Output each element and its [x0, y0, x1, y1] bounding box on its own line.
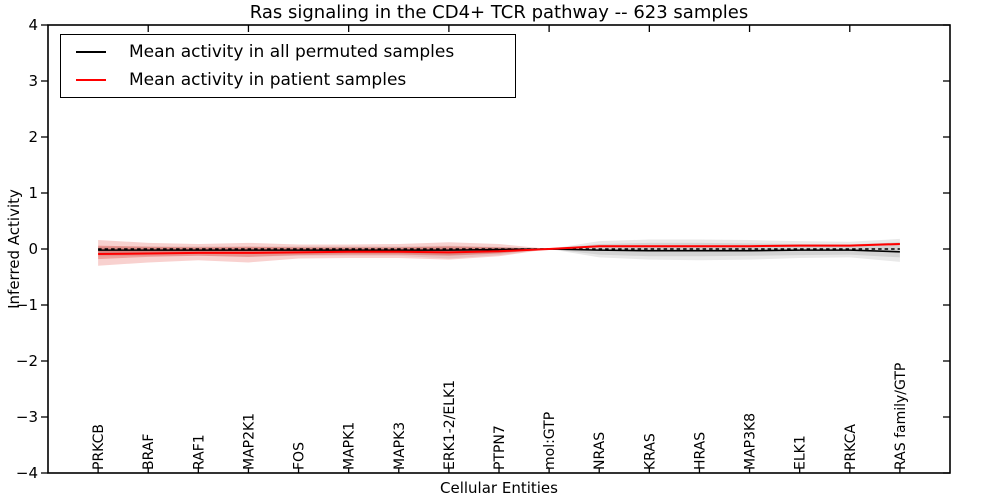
legend-label-permuted: Mean activity in all permuted samples — [129, 41, 455, 62]
x-tick-label: PTPN7 — [492, 425, 508, 470]
legend-label-patient: Mean activity in patient samples — [129, 70, 407, 91]
y-tick-label: −1 — [15, 296, 38, 314]
patient-mean-series-line — [98, 242, 900, 256]
x-tick-label: ERK1-2/ELK1 — [442, 380, 458, 470]
y-tick-label: 1 — [28, 184, 38, 202]
x-axis-label: Cellular Entities — [440, 479, 558, 497]
legend-line-sample-red — [76, 79, 106, 82]
y-tick-label: 4 — [28, 16, 38, 34]
x-tick-label: NRAS — [592, 432, 608, 470]
plot-border — [47, 24, 951, 474]
y-tick-label: 3 — [28, 72, 38, 90]
x-tick-label: MAPK3 — [392, 422, 408, 470]
x-tick-label: BRAF — [141, 434, 157, 470]
x-tick-label: MAP2K1 — [241, 413, 257, 470]
x-tick-label: PRKCB — [91, 424, 107, 470]
legend-line-sample-black — [76, 50, 106, 53]
x-tick-label: FOS — [292, 442, 308, 470]
x-tick-label: mol:GTP — [542, 412, 558, 470]
y-tick-label: −3 — [15, 408, 38, 426]
permuted-mean-series-line — [98, 248, 900, 253]
y-tick-label: −2 — [15, 352, 38, 370]
y-tick-label: 2 — [28, 128, 38, 146]
legend-entry-patient: Mean activity in patient samples — [61, 66, 515, 94]
x-tick-label: HRAS — [692, 432, 708, 470]
x-tick-label: MAPK1 — [342, 422, 358, 470]
x-tick-label: KRAS — [642, 433, 658, 470]
chart-title: Ras signaling in the CD4+ TCR pathway --… — [249, 2, 749, 23]
x-tick-label: RAS family/GTP — [893, 363, 909, 470]
x-tick-label: PRKCA — [843, 424, 859, 470]
x-tick-label: RAF1 — [191, 434, 207, 470]
legend-box: Mean activity in all permuted samples Me… — [60, 34, 516, 98]
legend-entry-permuted: Mean activity in all permuted samples — [61, 38, 515, 66]
x-tick-label: ELK1 — [793, 435, 809, 470]
x-tick-label: MAP3K8 — [743, 413, 759, 470]
y-tick-label: −4 — [15, 464, 38, 482]
y-tick-label: 0 — [28, 240, 38, 258]
